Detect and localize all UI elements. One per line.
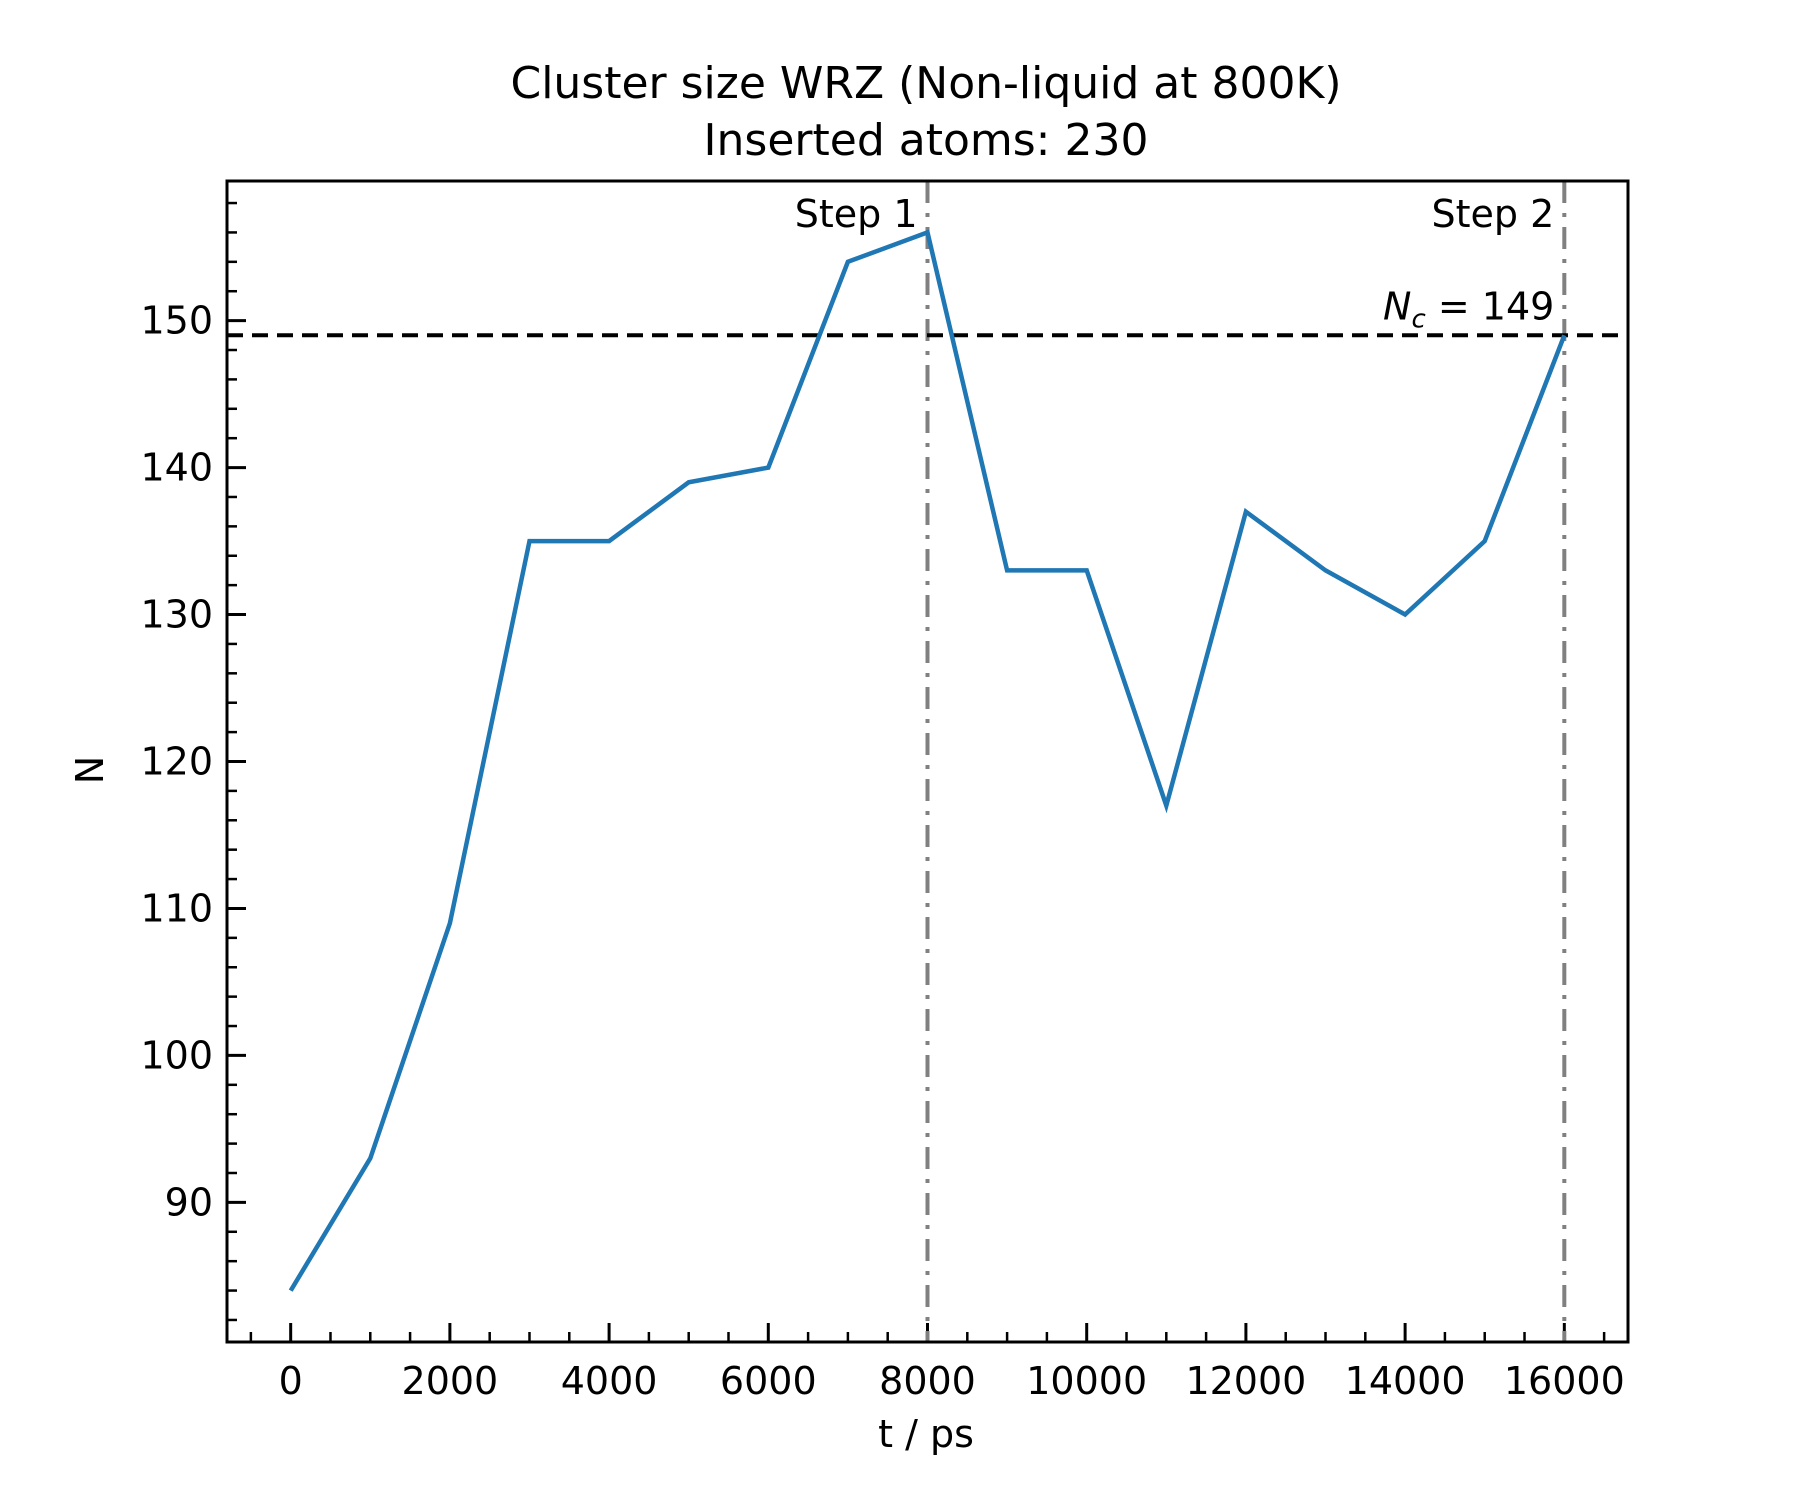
y-tick-label-6: 150 bbox=[140, 299, 213, 343]
vline-label-step-2: Step 2 bbox=[1432, 192, 1555, 236]
hline-label-nc: Nc = 149 bbox=[1383, 284, 1554, 334]
y-tick-label-3: 120 bbox=[140, 740, 213, 784]
plot-frame bbox=[225, 179, 1630, 1344]
x-tick-label-5: 10000 bbox=[1026, 1359, 1147, 1403]
y-tick-label-5: 140 bbox=[140, 446, 213, 490]
y-tick-label-1: 100 bbox=[140, 1033, 213, 1077]
x-tick-label-7: 14000 bbox=[1345, 1359, 1466, 1403]
x-axis-label: t / ps bbox=[878, 1412, 974, 1456]
y-tick-label-0: 90 bbox=[165, 1180, 213, 1224]
y-axis-label: N bbox=[68, 756, 112, 784]
chart-title: Cluster size WRZ (Non-liquid at 800K) bbox=[510, 58, 1341, 109]
x-tick-label-4: 8000 bbox=[879, 1359, 976, 1403]
x-tick-label-0: 0 bbox=[279, 1359, 303, 1403]
x-tick-label-1: 2000 bbox=[402, 1359, 499, 1403]
series-line-0 bbox=[288, 229, 1567, 1292]
plot-area: 0 2000 4000 6000 8000 10000 12000 14000 16000 90 1… bbox=[140, 179, 1630, 1403]
x-tick-label-8: 16000 bbox=[1504, 1359, 1625, 1403]
x-tick-label-2: 4000 bbox=[561, 1359, 658, 1403]
vline-label-step-1: Step 1 bbox=[795, 192, 918, 236]
y-tick-label-4: 130 bbox=[140, 593, 213, 637]
chart-subtitle: Inserted atoms: 230 bbox=[704, 115, 1149, 166]
x-tick-label-6: 12000 bbox=[1185, 1359, 1306, 1403]
y-tick-label-2: 110 bbox=[140, 886, 213, 930]
x-tick-label-3: 6000 bbox=[720, 1359, 817, 1403]
